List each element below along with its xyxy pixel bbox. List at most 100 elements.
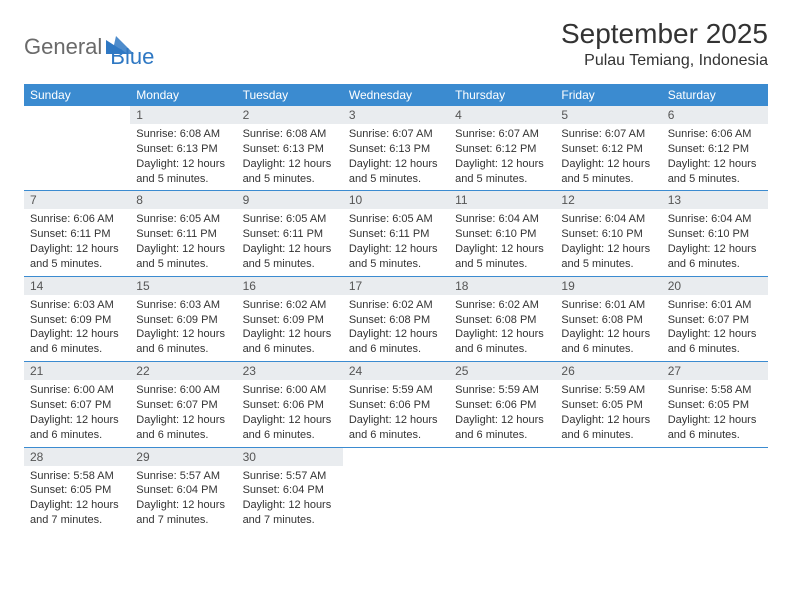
daylight-line: Daylight: 12 hours and 5 minutes. [243, 157, 337, 187]
sunset-line: Sunset: 6:09 PM [243, 313, 337, 328]
sunrise-line: Sunrise: 6:01 AM [668, 298, 762, 313]
day-number: 26 [555, 362, 661, 380]
day-number: 9 [237, 191, 343, 209]
sunrise-line: Sunrise: 5:57 AM [136, 469, 230, 484]
daylight-line: Daylight: 12 hours and 5 minutes. [668, 157, 762, 187]
calendar-cell: 14Sunrise: 6:03 AMSunset: 6:09 PMDayligh… [24, 276, 130, 361]
calendar-cell: 15 Sunrise: 6:03 AMSunset: 6:09 PMDayligh… [130, 276, 236, 361]
calendar-cell: 2 Sunrise: 6:08 AMSunset: 6:13 PMDaylight… [237, 106, 343, 191]
daylight-line: Daylight: 12 hours and 6 minutes. [243, 327, 337, 357]
day-details: Sunrise: 6:06 AMSunset: 6:11 PMDaylight:… [24, 209, 130, 275]
sunset-line: Sunset: 6:13 PM [136, 142, 230, 157]
weekday-header: Tuesday [237, 84, 343, 106]
calendar-cell: 23Sunrise: 6:00 AMSunset: 6:06 PMDayligh… [237, 362, 343, 447]
sunset-line: Sunset: 6:08 PM [349, 313, 443, 328]
sunrise-line: Sunrise: 6:00 AM [136, 383, 230, 398]
calendar-week-row: 28Sunrise: 5:58 AMSunset: 6:05 PMDayligh… [24, 447, 768, 532]
day-number: 22 [130, 362, 236, 380]
sunrise-line: Sunrise: 6:05 AM [243, 212, 337, 227]
calendar-table: SundayMondayTuesdayWednesdayThursdayFrid… [24, 84, 768, 532]
daylight-line: Daylight: 12 hours and 6 minutes. [668, 327, 762, 357]
daylight-line: Daylight: 12 hours and 5 minutes. [349, 242, 443, 272]
daylight-line: Daylight: 12 hours and 6 minutes. [561, 413, 655, 443]
sunset-line: Sunset: 6:05 PM [561, 398, 655, 413]
day-details: Sunrise: 5:59 AMSunset: 6:06 PMDaylight:… [343, 380, 449, 446]
sunset-line: Sunset: 6:11 PM [30, 227, 124, 242]
day-number: 2 [237, 106, 343, 124]
sunset-line: Sunset: 6:11 PM [349, 227, 443, 242]
day-details: Sunrise: 5:57 AMSunset: 6:04 PMDaylight:… [237, 466, 343, 532]
day-details: Sunrise: 6:04 AMSunset: 6:10 PMDaylight:… [662, 209, 768, 275]
day-number: 7 [24, 191, 130, 209]
sunrise-line: Sunrise: 5:59 AM [349, 383, 443, 398]
calendar-cell: 3Sunrise: 6:07 AMSunset: 6:13 PMDaylight… [343, 106, 449, 191]
calendar-cell: 1Sunrise: 6:08 AMSunset: 6:13 PMDaylight… [130, 106, 236, 191]
calendar-cell: 8Sunrise: 6:05 AMSunset: 6:11 PMDaylight… [130, 191, 236, 276]
calendar-cell [343, 447, 449, 532]
day-number: 19 [555, 277, 661, 295]
sunset-line: Sunset: 6:05 PM [30, 483, 124, 498]
day-number: 10 [343, 191, 449, 209]
sunset-line: Sunset: 6:05 PM [668, 398, 762, 413]
sunset-line: Sunset: 6:09 PM [136, 313, 230, 328]
day-number: 30 [237, 448, 343, 466]
calendar-week-row: 1Sunrise: 6:08 AMSunset: 6:13 PMDaylight… [24, 106, 768, 191]
day-details: Sunrise: 6:02 AMSunset: 6:08 PMDaylight:… [449, 295, 555, 361]
day-details: Sunrise: 5:58 AMSunset: 6:05 PMDaylight:… [662, 380, 768, 446]
day-details: Sunrise: 5:57 AMSunset: 6:04 PMDaylight:… [130, 466, 236, 532]
sunrise-line: Sunrise: 6:03 AM [30, 298, 124, 313]
calendar-cell: 9Sunrise: 6:05 AMSunset: 6:11 PMDaylight… [237, 191, 343, 276]
weekday-header: Saturday [662, 84, 768, 106]
weekday-header: Thursday [449, 84, 555, 106]
weekday-header: Monday [130, 84, 236, 106]
calendar-cell: 28Sunrise: 5:58 AMSunset: 6:05 PMDayligh… [24, 447, 130, 532]
logo: General Blue [24, 18, 154, 70]
weekday-header: Wednesday [343, 84, 449, 106]
sunrise-line: Sunrise: 6:02 AM [455, 298, 549, 313]
sunset-line: Sunset: 6:10 PM [455, 227, 549, 242]
sunset-line: Sunset: 6:07 PM [668, 313, 762, 328]
sunset-line: Sunset: 6:08 PM [455, 313, 549, 328]
calendar-cell: 30Sunrise: 5:57 AMSunset: 6:04 PMDayligh… [237, 447, 343, 532]
location: Pulau Temiang, Indonesia [561, 52, 768, 70]
day-details: Sunrise: 6:08 AMSunset: 6:13 PMDaylight:… [130, 124, 236, 190]
day-number: 12 [555, 191, 661, 209]
sunrise-line: Sunrise: 6:00 AM [243, 383, 337, 398]
sunset-line: Sunset: 6:13 PM [243, 142, 337, 157]
sunset-line: Sunset: 6:07 PM [30, 398, 124, 413]
day-details: Sunrise: 6:02 AMSunset: 6:08 PMDaylight:… [343, 295, 449, 361]
sunset-line: Sunset: 6:09 PM [30, 313, 124, 328]
sunrise-line: Sunrise: 5:58 AM [30, 469, 124, 484]
daylight-line: Daylight: 12 hours and 7 minutes. [30, 498, 124, 528]
day-number: 6 [662, 106, 768, 124]
calendar-cell: 13Sunrise: 6:04 AMSunset: 6:10 PMDayligh… [662, 191, 768, 276]
day-details: Sunrise: 6:01 AMSunset: 6:07 PMDaylight:… [662, 295, 768, 361]
sunset-line: Sunset: 6:04 PM [136, 483, 230, 498]
daylight-line: Daylight: 12 hours and 5 minutes. [455, 157, 549, 187]
daylight-line: Daylight: 12 hours and 5 minutes. [136, 157, 230, 187]
daylight-line: Daylight: 12 hours and 6 minutes. [349, 327, 443, 357]
daylight-line: Daylight: 12 hours and 6 minutes. [136, 327, 230, 357]
calendar-cell [449, 447, 555, 532]
day-details: Sunrise: 6:07 AMSunset: 6:13 PMDaylight:… [343, 124, 449, 190]
daylight-line: Daylight: 12 hours and 6 minutes. [668, 413, 762, 443]
calendar-cell: 19Sunrise: 6:01 AMSunset: 6:08 PMDayligh… [555, 276, 661, 361]
sunrise-line: Sunrise: 6:03 AM [136, 298, 230, 313]
calendar-cell [24, 106, 130, 191]
day-details: Sunrise: 6:05 AMSunset: 6:11 PMDaylight:… [343, 209, 449, 275]
day-details: Sunrise: 6:00 AMSunset: 6:06 PMDaylight:… [237, 380, 343, 446]
sunrise-line: Sunrise: 6:04 AM [668, 212, 762, 227]
sunrise-line: Sunrise: 6:04 AM [455, 212, 549, 227]
day-details: Sunrise: 5:58 AMSunset: 6:05 PMDaylight:… [24, 466, 130, 532]
day-number: 5 [555, 106, 661, 124]
sunrise-line: Sunrise: 6:08 AM [243, 127, 337, 142]
title-block: September 2025 Pulau Temiang, Indonesia [561, 18, 768, 70]
daylight-line: Daylight: 12 hours and 6 minutes. [455, 327, 549, 357]
calendar-cell: 6Sunrise: 6:06 AMSunset: 6:12 PMDaylight… [662, 106, 768, 191]
sunrise-line: Sunrise: 5:58 AM [668, 383, 762, 398]
day-number: 25 [449, 362, 555, 380]
calendar-cell: 7Sunrise: 6:06 AMSunset: 6:11 PMDaylight… [24, 191, 130, 276]
calendar-cell: 29Sunrise: 5:57 AMSunset: 6:04 PMDayligh… [130, 447, 236, 532]
calendar-cell [555, 447, 661, 532]
day-number: 15 [130, 277, 236, 295]
